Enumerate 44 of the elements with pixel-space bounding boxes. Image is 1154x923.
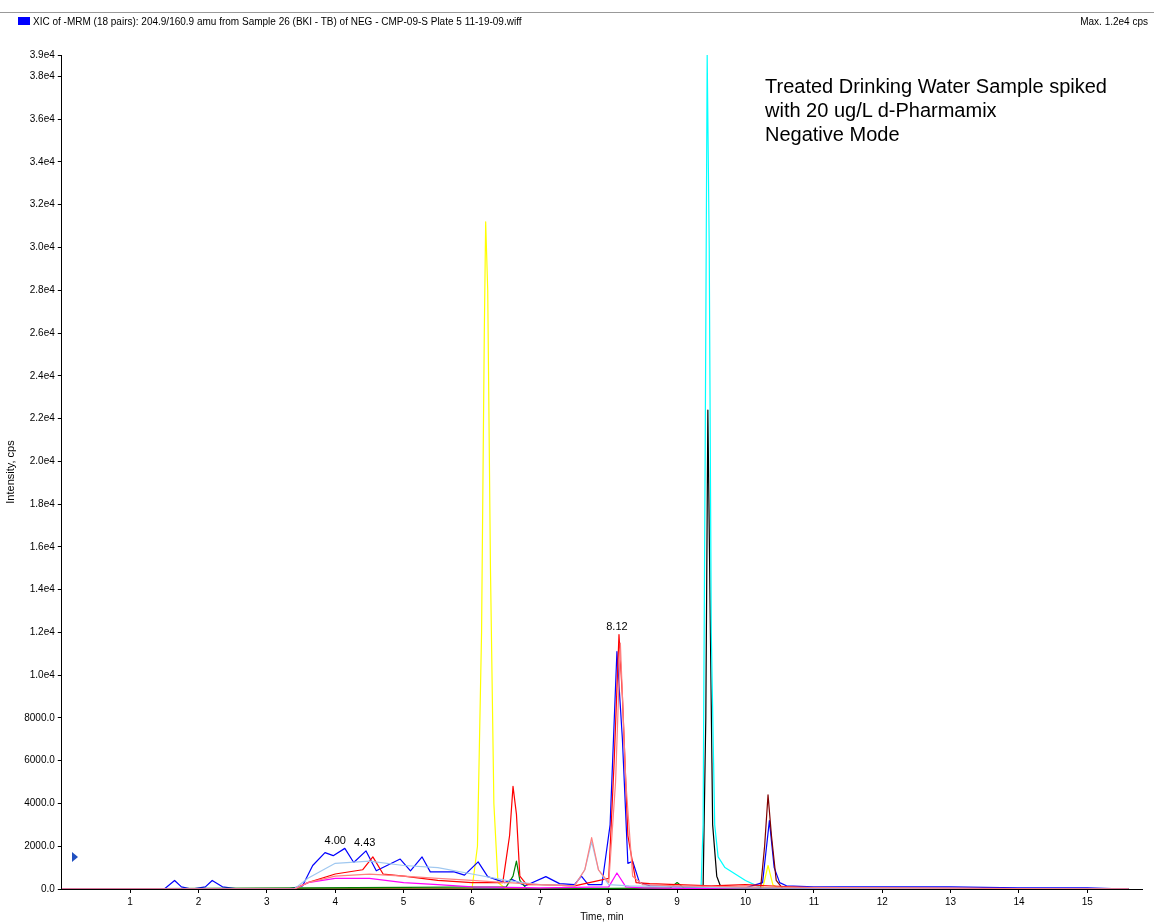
annotation: Treated Drinking Water Sample spiked with 20 ug/L d-Pharmamix Negative Mode bbox=[765, 74, 1107, 146]
y-tick-label: 3.8e4 bbox=[29, 70, 56, 82]
y-tick-label: 1.8e4 bbox=[29, 497, 56, 509]
y-tick-label: 8000.0 bbox=[24, 711, 56, 723]
y-tick-label: 6000.0 bbox=[24, 754, 56, 766]
annotation: 4.43 bbox=[353, 836, 376, 849]
x-tick-label: 1 bbox=[127, 895, 134, 907]
text: Max. 1.2e4 cps bbox=[1080, 16, 1148, 27]
x-tick-label: 10 bbox=[739, 895, 752, 907]
y-tick-label: 2.4e4 bbox=[29, 369, 56, 381]
y-tick-label: 2.8e4 bbox=[29, 283, 56, 295]
y-tick-label: 3.6e4 bbox=[29, 112, 56, 124]
y-tick-label: 2.2e4 bbox=[29, 412, 56, 424]
x-tick-label: 11 bbox=[808, 895, 820, 907]
annotation: 4.00 bbox=[324, 833, 346, 846]
x-tick-label: 13 bbox=[945, 895, 957, 907]
x-tick-label: 4 bbox=[332, 895, 339, 907]
y-tick-label: 2.6e4 bbox=[29, 326, 56, 338]
chart-title: XIC of -MRM (18 pairs): 204.9/160.9 amu from Sample 26 (BKI - TB) of NEG - CMP-09-S Plate 5 11-19-09.wiff bbox=[33, 16, 522, 27]
x-tick-label: 15 bbox=[1081, 895, 1094, 907]
x-tick-label: 7 bbox=[537, 895, 544, 907]
x-tick-label: 2 bbox=[195, 895, 202, 907]
y-tick-label: 1.0e4 bbox=[29, 668, 56, 680]
y-tick-label: 3.2e4 bbox=[29, 198, 56, 210]
y-tick-label: 3.4e4 bbox=[29, 155, 56, 167]
y-tick-label: 3.9e4 bbox=[29, 48, 56, 60]
annotation: 8.12 bbox=[606, 620, 628, 633]
x-tick-label: 5 bbox=[400, 895, 407, 907]
y-tick-label: 4000.0 bbox=[24, 797, 56, 809]
x-tick-label: 3 bbox=[264, 895, 271, 907]
y-tick-label: 1.2e4 bbox=[29, 626, 56, 638]
y-tick-label: 2.0e4 bbox=[29, 455, 56, 467]
y-tick-label: 2000.0 bbox=[24, 839, 56, 851]
y-tick-label: 1.6e4 bbox=[29, 540, 56, 552]
x-tick-label: 14 bbox=[1013, 895, 1025, 907]
y-tick-label: 1.4e4 bbox=[29, 583, 56, 595]
y-axis-title: Intensity, cps bbox=[3, 439, 16, 504]
x-tick-label: 8 bbox=[605, 895, 612, 907]
x-tick-label: 9 bbox=[674, 895, 681, 907]
x-tick-label: 12 bbox=[876, 895, 889, 907]
x-tick-label: 6 bbox=[469, 895, 476, 907]
y-tick-label: 0.0 bbox=[40, 882, 56, 894]
y-tick-label: 3.0e4 bbox=[29, 241, 56, 253]
x-axis-title: Time, min bbox=[580, 910, 624, 922]
